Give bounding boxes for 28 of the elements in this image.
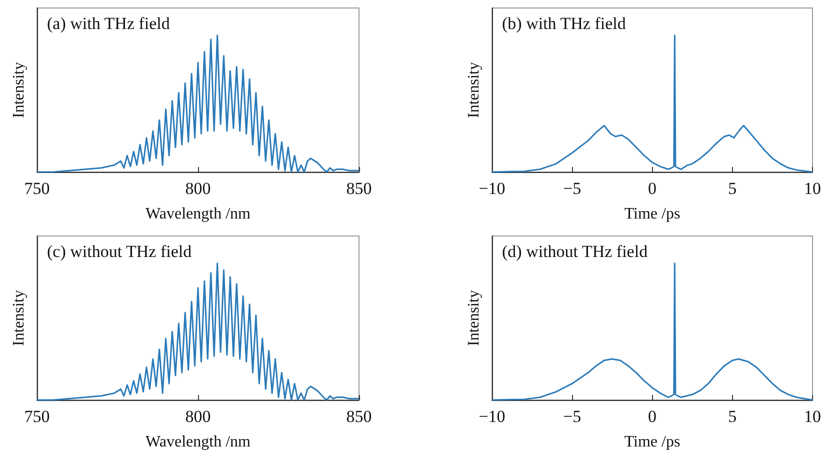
x-tick-label: 850: [346, 179, 372, 198]
x-tick-label: 0: [648, 407, 656, 426]
x-tick-label: 10: [804, 179, 821, 198]
x-tick-label: 850: [346, 407, 372, 426]
x-tick-label: −5: [563, 407, 582, 426]
x-tick-label: −10: [478, 179, 506, 198]
x-tick-label: 800: [185, 407, 211, 426]
x-axis-title: Time /ps: [624, 206, 680, 222]
y-axis-title: Intensity: [10, 62, 28, 118]
x-tick-label: −10: [478, 407, 506, 426]
x-axis-title: Time /ps: [624, 434, 680, 450]
chart-title: (d) without THz field: [502, 242, 648, 261]
x-tick-label: 750: [24, 407, 50, 426]
y-axis-title: Intensity: [10, 290, 28, 346]
x-axis-title: Wavelength /nm: [146, 434, 252, 450]
x-tick-label: −5: [563, 179, 582, 198]
x-tick-label: 0: [648, 179, 656, 198]
x-tick-label: 10: [804, 407, 821, 426]
chart-title: (b) with THz field: [502, 14, 626, 33]
y-axis-title: Intensity: [466, 62, 482, 118]
x-tick-label: 800: [185, 179, 211, 198]
x-tick-label: 5: [728, 179, 737, 198]
chart-title: (c) without THz field: [47, 242, 192, 261]
chart-title: (a) with THz field: [47, 14, 170, 33]
x-tick-label: 5: [728, 407, 737, 426]
x-axis-title: Wavelength /nm: [146, 206, 252, 222]
y-axis-title: Intensity: [466, 290, 482, 346]
x-tick-label: 750: [24, 179, 50, 198]
